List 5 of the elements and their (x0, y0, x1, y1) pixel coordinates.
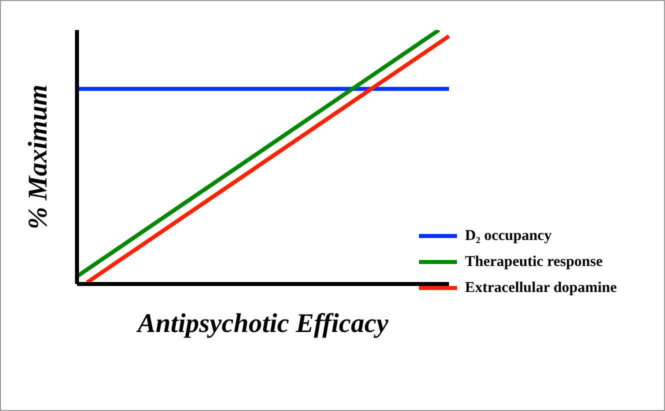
y-axis-title: % Maximum (22, 84, 53, 230)
legend-label: Extracellular dopamine (465, 280, 617, 296)
legend-label: D₂ occupancy (465, 228, 552, 244)
legend-label: Therapeutic response (465, 254, 603, 270)
x-axis-title: Antipsychotic Efficacy (136, 308, 390, 338)
